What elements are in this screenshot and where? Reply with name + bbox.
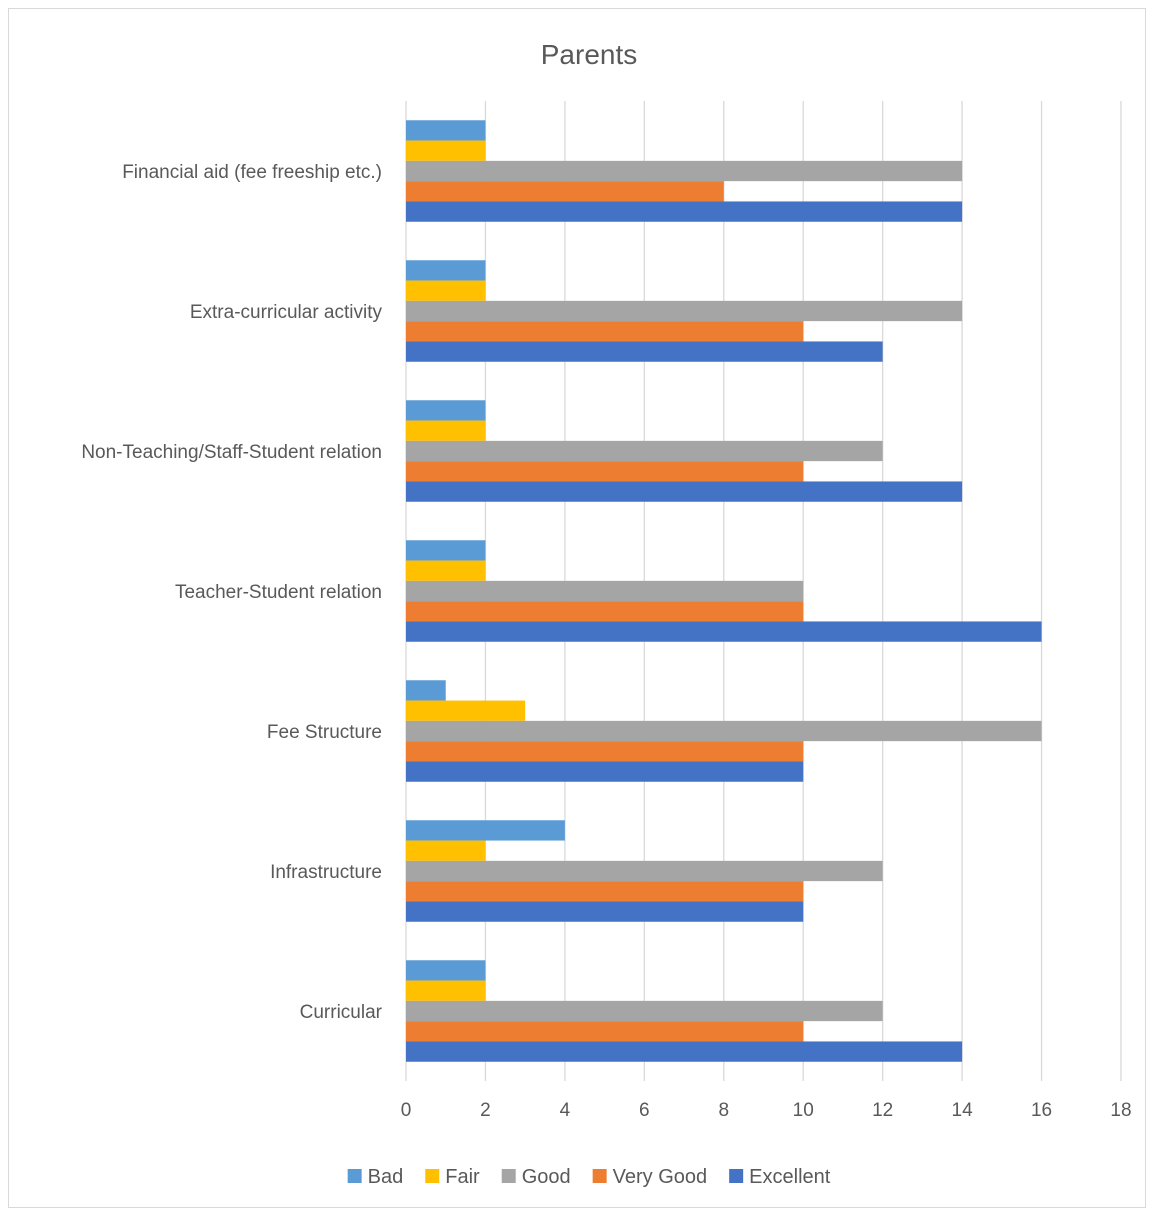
bar-bad — [406, 680, 446, 701]
x-tick-label: 14 — [952, 1100, 974, 1121]
bar-excellent — [406, 341, 883, 362]
bar-very-good — [406, 881, 804, 902]
legend-label: Fair — [445, 1166, 480, 1188]
bar-good — [406, 720, 1042, 742]
bar-fair — [406, 840, 486, 861]
x-tick-label: 8 — [718, 1100, 729, 1121]
chart-title: Parents — [541, 39, 638, 70]
bars — [406, 120, 1042, 1062]
bar-excellent — [406, 1041, 963, 1062]
legend-swatch — [501, 1169, 516, 1183]
x-tick-label: 18 — [1110, 1100, 1131, 1121]
category-label: Fee Structure — [267, 722, 382, 743]
x-tick-label: 10 — [793, 1100, 814, 1121]
bar-good — [406, 160, 963, 182]
x-tick-label: 12 — [872, 1100, 893, 1121]
bar-very-good — [406, 181, 724, 202]
category-label: Teacher-Student relation — [175, 582, 382, 603]
x-axis-ticks: 0 2 4 6 8 10 12 14 16 18 — [401, 1100, 1132, 1121]
legend-label: Bad — [368, 1166, 404, 1188]
bar-fair — [406, 560, 486, 581]
bar-bad — [406, 820, 565, 841]
bar-excellent — [406, 621, 1042, 642]
category-label: Infrastructure — [270, 862, 382, 883]
bar-chart: Parents 0 2 4 6 8 10 12 14 16 18 Curricular Infras… — [81, 39, 1132, 1188]
x-tick-label: 16 — [1031, 1100, 1052, 1121]
x-tick-label: 2 — [480, 1100, 491, 1121]
legend-swatch — [729, 1169, 744, 1183]
legend-swatch — [347, 1169, 362, 1183]
bar-good — [406, 580, 804, 602]
bar-good — [406, 860, 883, 882]
bar-fair — [406, 420, 486, 441]
bar-bad — [406, 400, 486, 421]
bar-very-good — [406, 321, 804, 342]
bar-fair — [406, 140, 486, 161]
category-label: Extra-curricular activity — [190, 302, 383, 323]
legend-swatch — [425, 1169, 440, 1183]
bar-fair — [406, 980, 486, 1001]
legend-label: Excellent — [749, 1166, 831, 1188]
legend: Bad Fair Good Very Good Excellent — [347, 1166, 831, 1188]
bar-very-good — [406, 461, 804, 482]
bar-bad — [406, 960, 486, 981]
category-label: Financial aid (fee freeship etc.) — [122, 162, 382, 183]
bar-very-good — [406, 601, 804, 622]
bar-good — [406, 440, 883, 462]
bar-fair — [406, 280, 486, 301]
bar-excellent — [406, 481, 963, 502]
legend-label: Very Good — [613, 1166, 708, 1188]
category-labels: Curricular Infrastructure Fee Structure Tea… — [81, 162, 382, 1023]
bar-good — [406, 300, 963, 322]
category-label: Non-Teaching/Staff-Student relation — [81, 442, 382, 463]
bar-excellent — [406, 901, 804, 922]
bar-good — [406, 1000, 883, 1022]
category-label: Curricular — [300, 1002, 383, 1023]
bar-fair — [406, 700, 526, 721]
bar-bad — [406, 120, 486, 141]
x-tick-label: 6 — [639, 1100, 650, 1121]
legend-swatch — [592, 1169, 607, 1183]
x-tick-label: 0 — [401, 1100, 412, 1121]
chart-area: Parents 0 2 4 6 8 10 12 14 16 18 Curricular Infras… — [8, 8, 1146, 1208]
bar-very-good — [406, 1021, 804, 1042]
bar-excellent — [406, 761, 804, 782]
bar-bad — [406, 260, 486, 281]
bar-very-good — [406, 741, 804, 762]
bar-excellent — [406, 201, 963, 222]
legend-label: Good — [522, 1166, 571, 1188]
x-tick-label: 4 — [560, 1100, 571, 1121]
bar-bad — [406, 540, 486, 561]
